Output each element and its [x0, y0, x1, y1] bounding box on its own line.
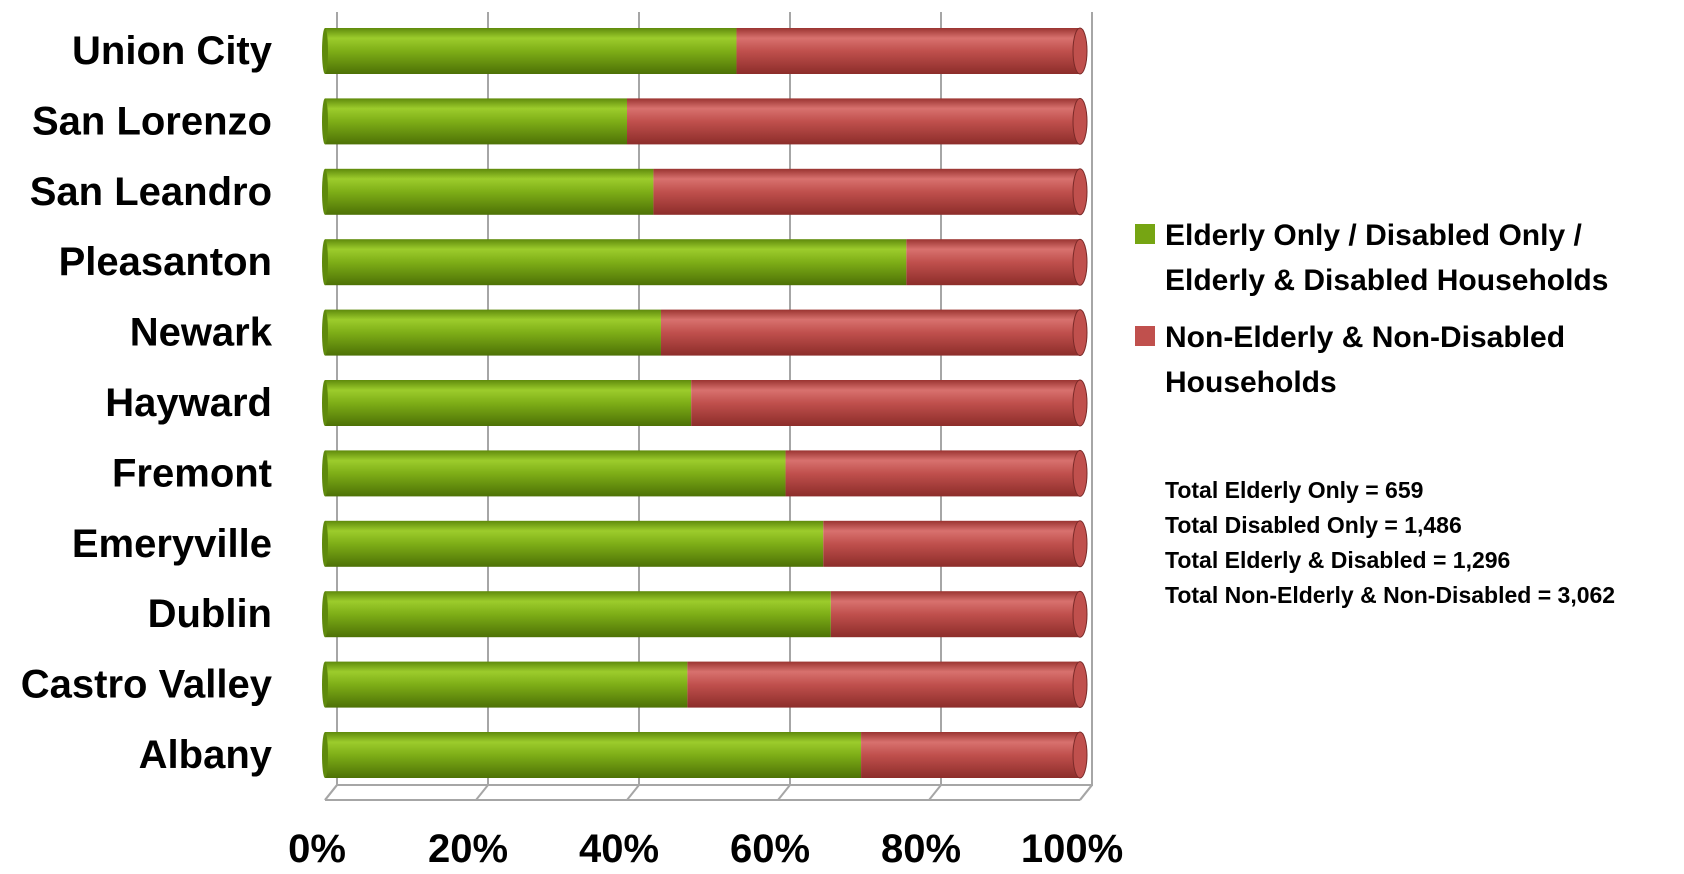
bar-end-cap [1072, 731, 1088, 779]
category-label-fremont: Fremont [112, 451, 272, 495]
floor-gridline [324, 784, 338, 801]
bar-start-cap [322, 98, 328, 145]
bar-start-cap [322, 520, 328, 567]
bar-end-cap [1072, 449, 1088, 497]
bar-segment-pleasanton-series-2 [906, 239, 1080, 286]
bar-segment-newark-series-1 [325, 309, 661, 356]
bar-row-hayward [322, 379, 1088, 427]
total-non-elderly-non-disabled: Total Non-Elderly & Non-Disabled = 3,062 [1165, 582, 1616, 608]
bar-segment-castro-valley-series-2 [687, 661, 1080, 708]
category-label-union-city: Union City [72, 29, 273, 73]
category-label-newark: Newark [130, 311, 273, 355]
bar-segment-san-lorenzo-series-2 [627, 98, 1080, 145]
bar-row-emeryville [322, 520, 1088, 568]
x-tick-label-40: 40% [579, 827, 659, 871]
bar-start-cap [322, 591, 328, 638]
bar-start-cap [322, 28, 328, 74]
category-label-hayward: Hayward [105, 381, 272, 425]
bar-start-cap [322, 239, 328, 286]
bar-start-cap [322, 450, 328, 497]
bar-row-san-leandro [322, 168, 1088, 216]
floor-gridline [777, 784, 791, 801]
legend-swatch-red [1135, 326, 1155, 346]
bar-start-cap [322, 168, 328, 215]
category-label-san-lorenzo: San Lorenzo [32, 99, 272, 143]
bars [322, 27, 1088, 779]
bar-start-cap [322, 309, 328, 356]
bar-segment-hayward-series-2 [691, 380, 1080, 426]
legend-item-elderly-disabled: Elderly Only / Disabled Only / Elderly &… [1135, 213, 1675, 303]
bar-segment-union-city-series-1 [325, 28, 737, 74]
category-label-san-leandro: San Leandro [30, 170, 272, 214]
bar-segment-albany-series-1 [325, 732, 862, 778]
bar-segment-san-lorenzo-series-1 [325, 98, 627, 145]
bar-segment-san-leandro-series-2 [653, 168, 1080, 215]
bar-start-cap [322, 380, 328, 426]
bar-segment-dublin-series-1 [325, 591, 831, 638]
bar-end-cap [1072, 27, 1088, 75]
legend-label-elderly-disabled: Elderly Only / Disabled Only / Elderly &… [1165, 219, 1609, 297]
bar-end-cap [1072, 238, 1088, 286]
x-axis-tick-labels: 0% 20% 40% 60% 80% 100% [288, 827, 1123, 871]
bar-segment-emeryville-series-2 [823, 520, 1080, 567]
category-label-emeryville: Emeryville [72, 522, 272, 566]
bar-end-cap [1072, 168, 1088, 216]
bar-segment-union-city-series-2 [736, 28, 1080, 74]
bar-segment-newark-series-2 [660, 309, 1080, 356]
bar-row-albany [322, 731, 1088, 779]
bar-segment-dublin-series-2 [830, 591, 1080, 638]
category-label-pleasanton: Pleasanton [59, 240, 272, 284]
totals-annotation: Total Elderly Only = 659 Total Disabled … [1165, 473, 1615, 613]
bar-end-cap [1072, 379, 1088, 427]
category-label-castro-valley: Castro Valley [21, 663, 273, 707]
bar-row-castro-valley [322, 661, 1088, 709]
category-label-dublin: Dublin [148, 592, 272, 636]
legend-label-non-elderly: Non-Elderly & Non-Disabled Households [1165, 321, 1566, 399]
floor-gridline [626, 784, 640, 801]
x-tick-label-0: 0% [288, 827, 346, 871]
bar-segment-fremont-series-1 [325, 450, 786, 497]
bar-end-cap [1072, 97, 1088, 145]
bar-segment-fremont-series-2 [785, 450, 1080, 497]
bar-start-cap [322, 732, 328, 778]
total-elderly-and-disabled: Total Elderly & Disabled = 1,296 [1165, 547, 1511, 573]
bar-row-san-lorenzo [322, 97, 1088, 145]
bar-segment-san-leandro-series-1 [325, 168, 654, 215]
bar-end-cap [1072, 309, 1088, 357]
bar-row-dublin [322, 590, 1088, 638]
bar-end-cap [1072, 590, 1088, 638]
bar-row-fremont [322, 449, 1088, 497]
x-tick-label-60: 60% [730, 827, 810, 871]
total-elderly-only: Total Elderly Only = 659 [1165, 477, 1424, 503]
bar-segment-albany-series-2 [861, 732, 1080, 778]
x-tick-label-80: 80% [881, 827, 961, 871]
floor-gridline [928, 784, 942, 801]
legend: Elderly Only / Disabled Only / Elderly &… [1135, 213, 1675, 417]
bar-end-cap [1072, 661, 1088, 709]
legend-swatch-green [1135, 224, 1155, 244]
floor-gridline [475, 784, 489, 801]
x-tick-label-100: 100% [1021, 827, 1123, 871]
bar-segment-pleasanton-series-1 [325, 239, 907, 286]
bar-segment-castro-valley-series-1 [325, 661, 688, 708]
floor-gridline [1079, 784, 1093, 801]
bar-row-newark [322, 309, 1088, 357]
bar-segment-hayward-series-1 [325, 380, 692, 426]
legend-item-non-elderly: Non-Elderly & Non-Disabled Households [1135, 315, 1675, 405]
bar-start-cap [322, 661, 328, 708]
bar-row-pleasanton [322, 238, 1088, 286]
bar-row-union-city [322, 27, 1088, 75]
category-label-albany: Albany [139, 733, 273, 777]
x-tick-label-20: 20% [428, 827, 508, 871]
bar-segment-emeryville-series-1 [325, 520, 824, 567]
total-disabled-only: Total Disabled Only = 1,486 [1165, 512, 1462, 538]
category-labels: Union City San Lorenzo San Leandro Pleasant… [21, 29, 273, 777]
bar-end-cap [1072, 520, 1088, 568]
